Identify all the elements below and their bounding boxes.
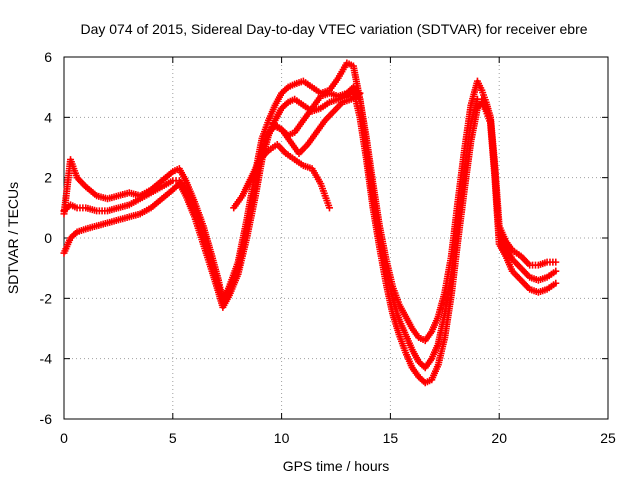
x-tick-label: 0 — [60, 430, 68, 446]
marks-layer — [60, 59, 560, 387]
data-point — [552, 258, 560, 266]
series-track-c — [60, 83, 560, 372]
x-tick-label: 15 — [383, 430, 399, 446]
y-tick-label: 2 — [44, 170, 52, 186]
data-point — [325, 204, 333, 212]
x-tick-label: 10 — [274, 430, 290, 446]
series-track-d — [230, 140, 333, 212]
y-axis-label: SDTVAR / TECUs — [5, 182, 21, 294]
y-tick-label: 6 — [44, 49, 52, 65]
y-tick-label: -4 — [40, 351, 53, 367]
y-tick-label: 4 — [44, 109, 52, 125]
data-point — [552, 279, 560, 287]
y-tick-label: 0 — [44, 230, 52, 246]
y-tick-label: -2 — [40, 290, 53, 306]
series-track-b — [60, 86, 560, 387]
data-point — [356, 89, 364, 97]
chart-title: Day 074 of 2015, Sidereal Day-to-day VTE… — [80, 21, 587, 37]
x-tick-label: 20 — [491, 430, 507, 446]
tick-layer: 0 5 10 15 20 25 -6 -4 -2 0 2 4 6 — [40, 49, 616, 446]
y-tick-label: -6 — [40, 411, 53, 427]
x-tick-label: 25 — [600, 430, 616, 446]
x-axis-label: GPS time / hours — [283, 458, 390, 474]
series-track-e — [269, 89, 364, 158]
x-tick-label: 5 — [169, 430, 177, 446]
data-point — [552, 267, 560, 275]
